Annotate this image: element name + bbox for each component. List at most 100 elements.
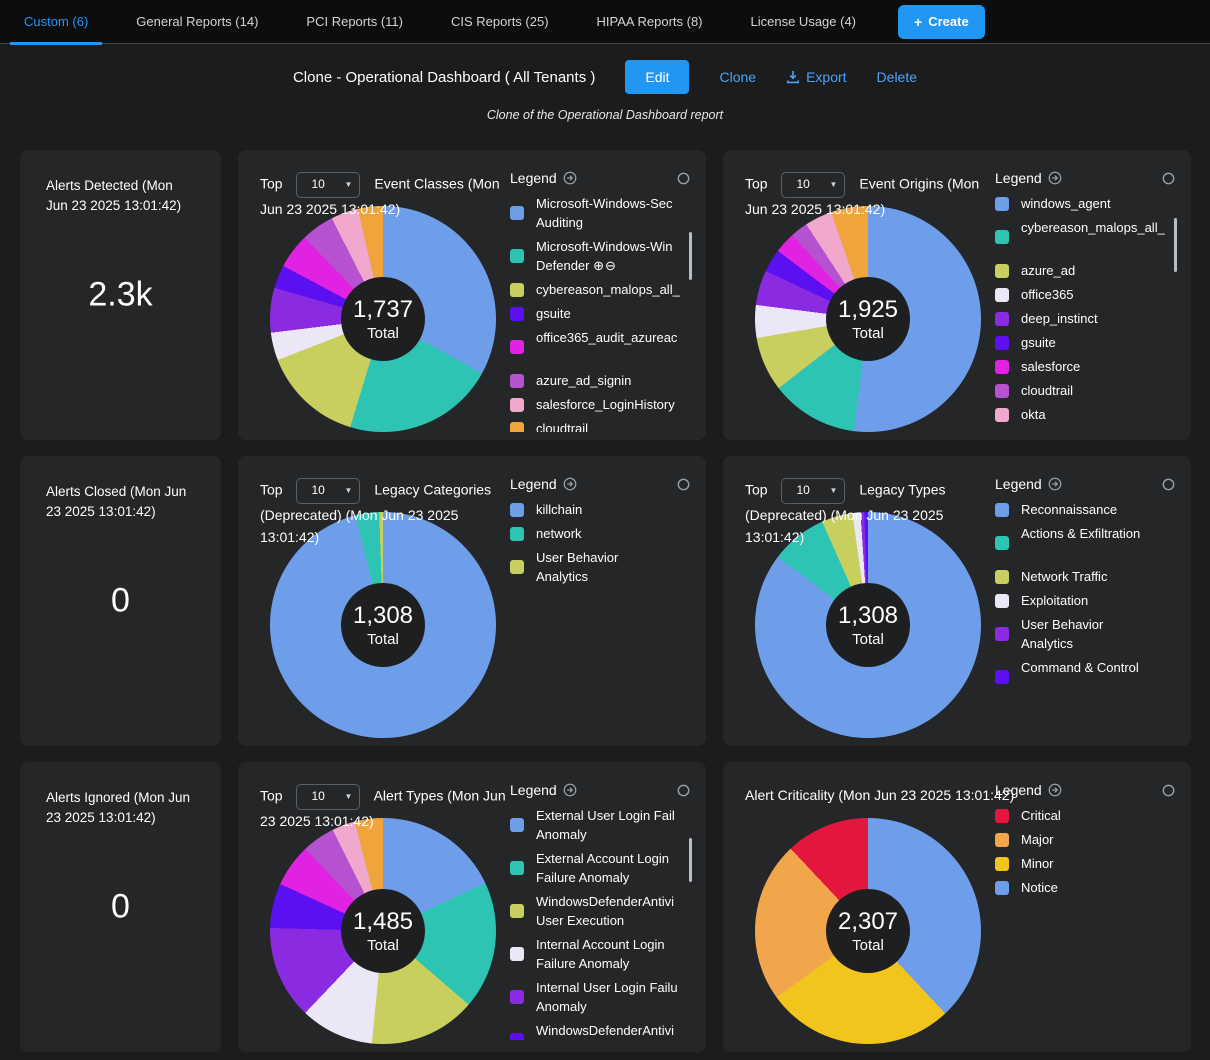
chart-mode-radio[interactable] [1162, 478, 1175, 491]
legend-title: Legend [510, 782, 557, 798]
legacy-types-donut[interactable]: 1,308 Total [755, 512, 981, 738]
report-tab[interactable]: General Reports (14) [112, 0, 282, 44]
legend-item[interactable]: Major [995, 830, 1177, 849]
report-tab[interactable]: CIS Reports (25) [427, 0, 573, 44]
download-icon [786, 70, 800, 84]
legend-item[interactable]: Network Traffic [995, 567, 1177, 586]
legend-item[interactable]: External User Login Fail Anomaly [510, 806, 692, 844]
legend-item[interactable]: cybereason_malops_all_ [995, 218, 1177, 256]
legend-item[interactable]: deep_instinct [995, 309, 1177, 328]
legend-item-label: deep_instinct [1021, 311, 1098, 326]
legend-toggle-arrow-icon[interactable] [563, 477, 577, 491]
legend-scrollbar[interactable] [689, 838, 692, 882]
legend-item[interactable]: cybereason_malops_all_⊕⊖ [510, 280, 692, 299]
donut-center: 1,737 Total [341, 277, 425, 361]
chart-mode-radio[interactable] [677, 172, 690, 185]
report-tab[interactable]: Custom (6) [0, 0, 112, 45]
legend-item-label: gsuite⊕⊖ [536, 306, 571, 321]
legend-item[interactable]: azure_ad [995, 261, 1177, 280]
legend: Legend windows_agent cybereason_malops_a… [995, 170, 1177, 432]
legend-item[interactable]: Internal User Login Failu Anomaly [510, 978, 692, 1016]
event-classes-donut[interactable]: 1,737 Total [270, 206, 496, 432]
legend-item[interactable]: Microsoft-Windows-Win Defender ⊕⊖ [510, 237, 692, 275]
create-button[interactable]: + Create [898, 4, 985, 39]
legend-item[interactable]: one_login [995, 429, 1177, 432]
legend-toggle-arrow-icon[interactable] [1048, 783, 1062, 797]
alert-criticality-donut[interactable]: 2,307 Total [755, 818, 981, 1044]
chart-card-event-classes: Top 10 ▼ Event Classes (Mon Jun 23 2025 … [238, 150, 706, 440]
legend-title: Legend [510, 170, 557, 186]
legend-item[interactable]: salesforce_LoginHistory⊕⊖ [510, 395, 692, 414]
legend-item[interactable]: killchain [510, 500, 692, 519]
delete-button[interactable]: Delete [876, 69, 918, 85]
legend-item[interactable]: Exploitation [995, 591, 1177, 610]
legend-item[interactable]: Microsoft-Windows-Sec Auditing⊕⊖ [510, 194, 692, 232]
legend: Legend Reconnaissance Actions & Exfiltra… [995, 476, 1177, 738]
chevron-down-icon: ▼ [829, 179, 838, 189]
chart-card-legacy-types: Top 10 ▼ Legacy Types (Deprecated) (Mon … [723, 456, 1191, 746]
legend-item-label: User Behavior Analytics [1021, 617, 1104, 651]
legend-item[interactable]: azure_ad_signin⊕⊖ [510, 371, 692, 390]
tab-label: General Reports (14) [136, 14, 259, 29]
top-count-select[interactable]: 10 ▼ [296, 784, 361, 810]
legend-item[interactable]: gsuite [995, 333, 1177, 352]
legend-toggle-arrow-icon[interactable] [1048, 171, 1062, 185]
legend-scrollbar[interactable] [689, 232, 692, 280]
legend-item[interactable]: Actions & Exfiltration [995, 524, 1177, 562]
report-tab[interactable]: HIPAA Reports (8) [573, 0, 727, 44]
legend-item[interactable]: Reconnaissance [995, 500, 1177, 519]
legend-item[interactable]: cloudtrail⊕⊖ [510, 419, 692, 432]
legend-item[interactable]: office365_audit_azureac ⊕⊖ [510, 328, 692, 366]
legend-item[interactable]: External Account Login Failure Anomaly [510, 849, 692, 887]
report-tab[interactable]: PCI Reports (11) [282, 0, 427, 44]
legend-toggle-arrow-icon[interactable] [1048, 477, 1062, 491]
legend-toggle-arrow-icon[interactable] [563, 171, 577, 185]
legacy-categories-donut[interactable]: 1,308 Total [270, 512, 496, 738]
legend-item[interactable]: Critical [995, 806, 1177, 825]
export-button[interactable]: Export [786, 69, 847, 85]
legend-toggle-arrow-icon[interactable] [563, 783, 577, 797]
legend-item[interactable]: windows_agent [995, 194, 1177, 213]
edit-button[interactable]: Edit [625, 60, 690, 94]
legend-swatch [995, 196, 1009, 211]
legend-item-label: Actions & Exfiltration [1021, 526, 1141, 541]
chart-mode-radio[interactable] [677, 478, 690, 491]
clone-button[interactable]: Clone [719, 69, 757, 85]
top-count-select[interactable]: 10 ▼ [296, 172, 361, 198]
legend-item[interactable]: office365 [995, 285, 1177, 304]
legend-item[interactable]: Command & Control [995, 658, 1177, 696]
legend-item-label: salesforce_LoginHistory⊕⊖ [536, 397, 675, 412]
chart-mode-radio[interactable] [1162, 172, 1175, 185]
top-count-select[interactable]: 10 ▼ [296, 478, 361, 504]
legend-item-label: Exploitation [1021, 593, 1089, 608]
legend-item[interactable]: User Behavior Analytics [995, 615, 1177, 653]
legend-item[interactable]: Minor [995, 854, 1177, 873]
report-tab[interactable]: License Usage (4) [727, 0, 881, 44]
legend-item[interactable]: network [510, 524, 692, 543]
stat-card-value: 2.3k [88, 275, 153, 314]
legend-item[interactable]: Internal Account Login Failure Anomaly [510, 935, 692, 973]
top-count-select[interactable]: 10 ▼ [781, 172, 846, 198]
chevron-down-icon: ▼ [829, 485, 838, 495]
legend-item[interactable]: gsuite⊕⊖ [510, 304, 692, 323]
tab-label: CIS Reports (25) [451, 14, 549, 29]
legend-item[interactable]: User Behavior Analytics [510, 548, 692, 586]
chart-card-alert-types: Top 10 ▼ Alert Types (Mon Jun 23 2025 13… [238, 762, 706, 1052]
event-origins-donut[interactable]: 1,925 Total [755, 206, 981, 432]
legend-scrollbar[interactable] [1174, 218, 1177, 272]
legend-item[interactable]: cloudtrail [995, 381, 1177, 400]
top-label: Top [260, 481, 283, 498]
legend-item[interactable]: okta [995, 405, 1177, 424]
legend-title: Legend [510, 476, 557, 492]
legend: Legend External User Login Fail Anomaly … [510, 782, 692, 1040]
legend-swatch [510, 904, 524, 918]
legend-item[interactable]: WindowsDefenderAntivi Subvert Trust Cont… [510, 1021, 692, 1040]
legend-item[interactable]: salesforce [995, 357, 1177, 376]
chart-mode-radio[interactable] [1162, 784, 1175, 797]
legend-item-label: office365_audit_azureac ⊕⊖ [536, 330, 678, 345]
legend-item[interactable]: WindowsDefenderAntivi User Execution [510, 892, 692, 930]
chart-mode-radio[interactable] [677, 784, 690, 797]
top-count-select[interactable]: 10 ▼ [781, 478, 846, 504]
alert-types-donut[interactable]: 1,485 Total [270, 818, 496, 1044]
legend-item[interactable]: Notice [995, 878, 1177, 897]
